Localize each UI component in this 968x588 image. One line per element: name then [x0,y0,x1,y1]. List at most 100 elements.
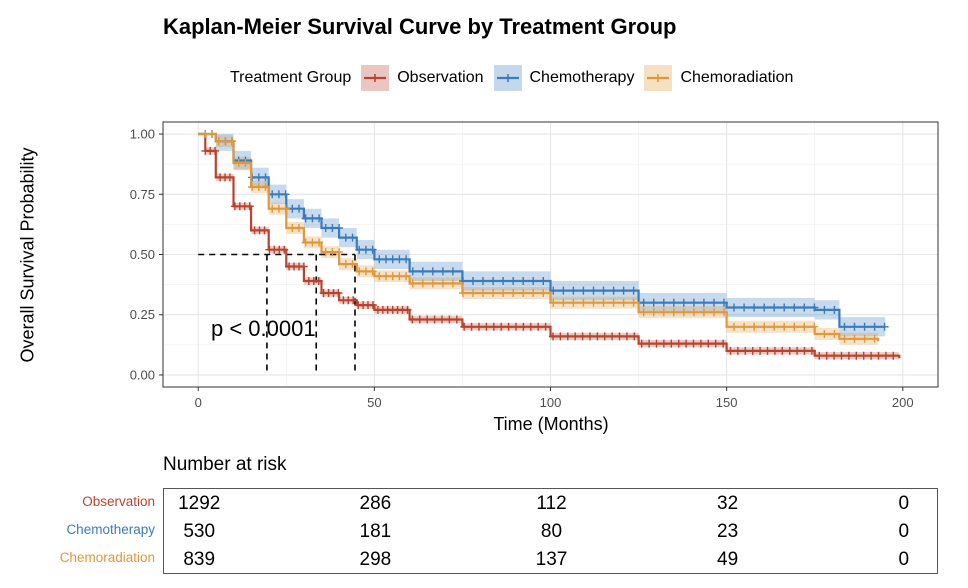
censor-mark [423,315,432,324]
censor-mark [593,332,602,341]
risk-row-label-observation: Observation [82,494,155,509]
censor-mark [245,202,254,211]
censor-mark [599,298,608,307]
legend-swatch [493,65,522,91]
censor-mark [599,286,608,295]
censor-mark [830,351,839,360]
censor-mark [509,277,518,285]
censor-mark [840,334,849,343]
censor-mark [730,322,738,331]
censor-mark [860,334,869,343]
censor-marks-observation [201,146,898,360]
legend-item-observation: Observation [361,65,484,91]
censor-mark [348,260,357,269]
censor-mark [689,298,698,307]
censor-mark [254,183,263,191]
censor-mark [652,339,661,348]
censor-mark [880,322,889,331]
censor-mark [448,279,457,288]
censor-mark [335,248,344,257]
censor-mark [720,308,728,317]
legend-label-chemotherapy: Chemotherapy [529,69,635,86]
censor-mark [649,298,658,307]
censor-mark [469,277,477,285]
censor-mark [321,224,330,232]
censor-mark [778,346,787,355]
censor-mark [563,332,572,341]
censor-mark [430,315,439,324]
risk-count: 530 [183,521,216,542]
censor-mark [254,173,263,182]
censor-mark [475,322,483,331]
censor-mark [402,272,411,281]
ci-band-chemotherapy [198,134,886,337]
censor-mark [539,289,548,297]
censor-mark [479,277,487,285]
censor-mark [355,245,364,254]
censor-mark [719,339,728,348]
legend-title: Treatment Group [230,69,352,86]
censor-mark [870,322,879,331]
x-tick-label: 150 [716,395,738,410]
censor-mark [639,308,648,317]
censor-mark [519,277,528,285]
censor-mark [689,308,698,317]
censor-mark [679,298,688,307]
censor-mark [659,298,668,307]
censor-mark [438,279,447,288]
censor-mark [637,339,646,348]
censor-mark [403,305,412,314]
censor-mark [720,298,728,307]
censor-mark [730,303,738,312]
censor-mark [402,255,411,264]
censor-mark [321,248,330,257]
censor-mark [556,332,565,341]
x-tick-label: 0 [195,395,202,410]
censor-mark [497,322,506,331]
censor-mark [850,322,859,331]
censor-mark [822,351,831,360]
censor-mark [770,346,779,355]
censor-mark [600,332,609,341]
censor-mark [526,322,535,331]
censor-mark [780,322,789,331]
censor-mark [349,296,358,305]
censor-mark [529,289,538,297]
censor-mark [388,272,397,281]
legend-label-chemoradiation: Chemoradiation [680,69,794,86]
censor-mark [815,351,824,360]
censor-mark [800,346,809,355]
risk-count: 23 [717,521,739,542]
censor-mark [274,204,283,213]
risk-row-label-chemoradiation: Chemoradiation [59,550,155,565]
censor-mark [308,214,317,223]
censor-mark [750,322,759,331]
censor-mark [361,245,370,254]
censor-mark [699,308,708,317]
censor-mark [800,322,809,331]
censor-mark [295,224,303,232]
x-tick-label: 50 [367,395,381,410]
censor-mark [579,298,588,307]
censor-mark [382,255,390,264]
censor-mark [499,277,508,285]
censor-mark [586,332,594,341]
censor-mark [710,308,718,317]
censor-mark [741,346,750,355]
y-axis-label: Overall Survival Probability [17,147,38,363]
censor-mark [579,286,588,295]
censor-mark [438,267,447,276]
y-tick-label: 1.00 [130,127,155,142]
x-tick-label: 200 [892,395,914,410]
legend-label-observation: Observation [397,69,484,86]
censor-mark [810,322,819,331]
censor-mark [726,346,735,355]
censor-mark [328,224,337,232]
censor-mark [504,322,513,331]
censor-mark [428,267,437,276]
censor-mark [241,159,250,167]
censor-mark [874,351,883,360]
censor-mark [459,289,467,297]
censor-mark [770,322,779,331]
censor-mark [569,298,578,307]
